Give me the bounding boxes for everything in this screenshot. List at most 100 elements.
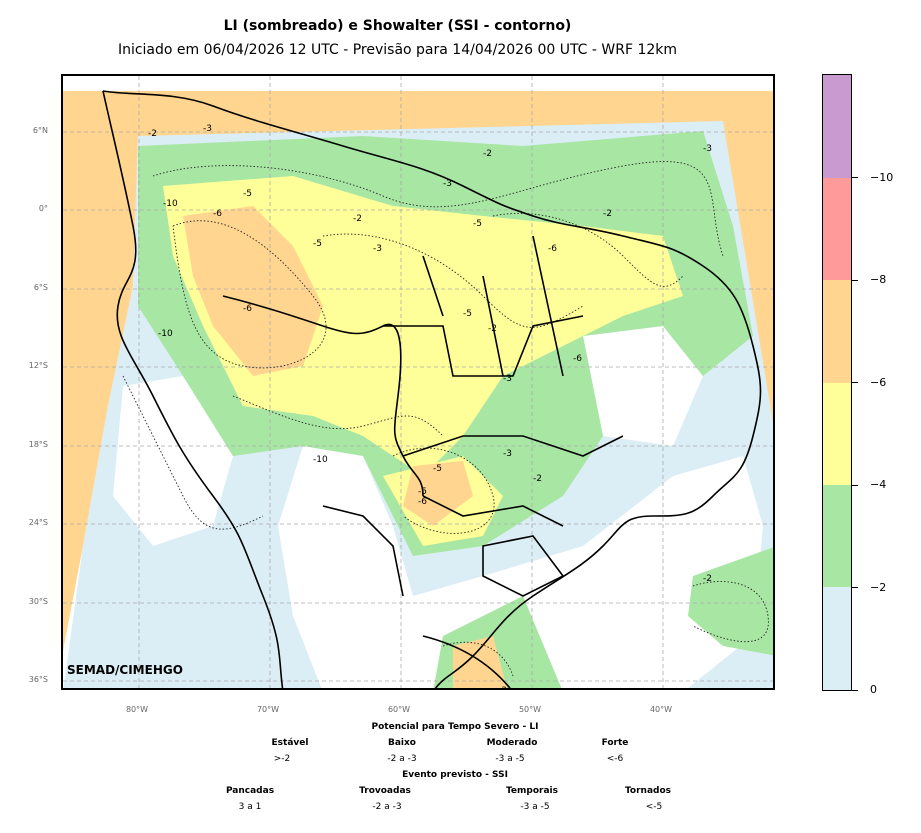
- credit-label: SEMAD/CIMEHGO: [67, 663, 183, 677]
- state-border-3: [402, 435, 624, 457]
- contour-label: -5: [433, 464, 442, 474]
- li-cat-value: -2 a -3: [387, 754, 417, 764]
- contour-label: -6: [213, 209, 222, 219]
- lat-label-36s: 36°S: [28, 675, 48, 684]
- li-cat-value: <-6: [606, 754, 624, 764]
- coastline-north: [102, 90, 762, 688]
- colorbar-seg-0: [823, 587, 851, 690]
- contour-label: -2: [353, 214, 362, 224]
- contour-label: -2: [603, 209, 612, 219]
- contour-label: -3: [703, 144, 712, 154]
- contour-label: -3: [503, 374, 512, 384]
- lat-label-6n: 6°N: [32, 126, 48, 135]
- colorbar-tick: [852, 382, 858, 383]
- coastline-west: [102, 90, 284, 688]
- colorbar-tick: [852, 690, 858, 691]
- forecast-map: -2 -3 -5 -6 -10 -2 -3 -5 -6 -2 -3 -5 -6 …: [61, 74, 775, 690]
- colorbar-label-3: −6: [870, 376, 887, 389]
- contour-label: -3: [498, 686, 507, 690]
- li-strong-area: [183, 206, 323, 376]
- li-clear-area-south: [278, 446, 763, 688]
- state-border-1: [383, 315, 584, 377]
- contour-label: -3: [443, 179, 452, 189]
- li-cat-label: Forte: [601, 738, 629, 748]
- ssi-cat-label: Trovoadas: [359, 786, 411, 796]
- contour-label: -3: [503, 449, 512, 459]
- contour-label: -6: [548, 244, 557, 254]
- colorbar-seg-5: [823, 75, 851, 178]
- ssi-cat-value: -2 a -3: [372, 802, 402, 812]
- li-cat-value: -3 a -5: [495, 754, 525, 764]
- li-clear-area-west: [113, 376, 233, 546]
- south-border: [322, 505, 404, 597]
- contour-label: -10: [158, 329, 173, 339]
- ssi-cat-value: <-5: [645, 802, 663, 812]
- state-border-5: [482, 535, 565, 597]
- contour-label: -3: [203, 124, 212, 134]
- contour-label: -2: [148, 129, 157, 139]
- ssi-cat-label: Pancadas: [225, 786, 275, 796]
- lat-label-6s: 6°S: [33, 283, 48, 292]
- contour-label: -2: [703, 574, 712, 584]
- ssi-contours: [122, 161, 769, 677]
- colorbar-label-4: −8: [870, 273, 887, 286]
- colorbar: [822, 74, 852, 691]
- contour-label: -5: [473, 219, 482, 229]
- li-cat-label: Moderado: [486, 738, 538, 748]
- map-subtitle: Iniciado em 06/04/2026 12 UTC - Previsão…: [117, 42, 678, 58]
- lon-label-50w: 50°W: [518, 705, 542, 714]
- colorbar-label-2: −4: [870, 478, 887, 491]
- map-title: LI (sombreado) e Showalter (SSI - contor…: [223, 18, 572, 34]
- lat-label-12s: 12°S: [28, 361, 48, 370]
- li-cat-value: >-2: [273, 754, 291, 764]
- colorbar-label-1: −2: [870, 581, 887, 594]
- lat-label-24s: 24°S: [28, 518, 48, 527]
- colorbar-label-0: 0: [870, 683, 877, 696]
- lon-label-70w: 70°W: [256, 705, 280, 714]
- colorbar-seg-2: [823, 382, 851, 486]
- colorbar-tick: [852, 280, 858, 281]
- li-legend-title: Potencial para Tempo Severo - LI: [371, 722, 539, 732]
- lon-label-80w: 80°W: [125, 705, 149, 714]
- state-border-4: [422, 495, 564, 527]
- colorbar-label-5: −10: [870, 171, 894, 184]
- lat-label-30s: 30°S: [28, 597, 48, 606]
- colorbar-seg-3: [823, 279, 851, 383]
- contour-label: -10: [163, 199, 178, 209]
- contour-label: -5: [313, 239, 322, 249]
- li-low-area-southeast: [688, 547, 773, 656]
- colorbar-tick: [852, 587, 858, 588]
- contour-label: -6: [573, 354, 582, 364]
- contour-label: -2: [483, 149, 492, 159]
- contour-label: -5: [463, 309, 472, 319]
- lat-label-18s: 18°S: [28, 440, 48, 449]
- lon-label-40w: 40°W: [649, 705, 673, 714]
- uruguay-argentina: [422, 635, 511, 688]
- colorbar-seg-1: [823, 484, 851, 588]
- contour-label: -2: [533, 474, 542, 484]
- ssi-cat-label: Tornados: [624, 786, 672, 796]
- lon-label-60w: 60°W: [387, 705, 411, 714]
- contour-label: -6: [243, 304, 252, 314]
- lat-label-0: 0°: [38, 204, 48, 213]
- li-cat-label: Estável: [271, 738, 309, 748]
- li-cat-label: Baixo: [387, 738, 416, 748]
- li-strong-area-south: [403, 461, 473, 526]
- contour-label: -6: [418, 497, 427, 507]
- colorbar-tick: [852, 177, 858, 178]
- colorbar-seg-4: [823, 177, 851, 280]
- contour-label: -3: [373, 244, 382, 254]
- ssi-legend-title: Evento previsto - SSI: [402, 770, 508, 780]
- map-canvas: -2 -3 -5 -6 -10 -2 -3 -5 -6 -2 -3 -5 -6 …: [63, 76, 773, 690]
- ssi-cat-value: -3 a -5: [520, 802, 550, 812]
- borders: [102, 90, 762, 688]
- contour-label: -2: [488, 324, 497, 334]
- ssi-cat-label: Temporais: [505, 786, 558, 796]
- contour-label: -5: [418, 487, 427, 497]
- contour-label: -5: [243, 189, 252, 199]
- contour-label: -10: [313, 455, 328, 465]
- state-border-2: [422, 235, 564, 377]
- colorbar-tick: [852, 485, 858, 486]
- li-clear-area-east: [583, 326, 703, 446]
- li-strong-area-far-south: [453, 636, 507, 688]
